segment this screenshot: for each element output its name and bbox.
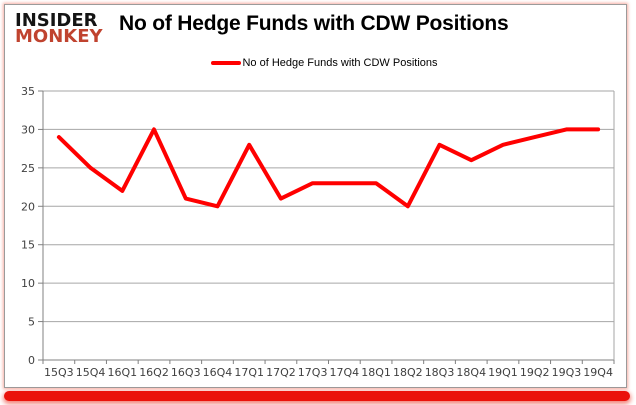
svg-text:19Q3: 19Q3 bbox=[552, 366, 582, 379]
svg-text:19Q2: 19Q2 bbox=[520, 366, 550, 379]
legend-label: No of Hedge Funds with CDW Positions bbox=[242, 57, 438, 69]
svg-text:19Q4: 19Q4 bbox=[583, 366, 613, 379]
svg-text:19Q1: 19Q1 bbox=[488, 366, 518, 379]
svg-text:18Q3: 18Q3 bbox=[425, 366, 455, 379]
svg-text:20: 20 bbox=[21, 200, 35, 213]
svg-text:18Q1: 18Q1 bbox=[361, 366, 391, 379]
insider-monkey-logo: INSIDER MONKEY bbox=[15, 10, 103, 47]
svg-text:25: 25 bbox=[21, 162, 35, 175]
svg-text:17Q1: 17Q1 bbox=[234, 366, 264, 379]
svg-text:35: 35 bbox=[21, 85, 35, 98]
chart-title: No of Hedge Funds with CDW Positions bbox=[119, 12, 509, 35]
logo-monkey-text: MONKEY bbox=[15, 26, 103, 47]
svg-text:15: 15 bbox=[21, 239, 35, 252]
svg-text:10: 10 bbox=[21, 277, 35, 290]
svg-text:17Q2: 17Q2 bbox=[266, 366, 296, 379]
svg-text:17Q3: 17Q3 bbox=[298, 366, 328, 379]
bottom-red-bar bbox=[4, 391, 630, 401]
svg-text:16Q2: 16Q2 bbox=[139, 366, 169, 379]
svg-text:15Q4: 15Q4 bbox=[76, 366, 106, 379]
svg-text:0: 0 bbox=[28, 354, 35, 367]
svg-text:16Q3: 16Q3 bbox=[171, 366, 201, 379]
svg-text:16Q4: 16Q4 bbox=[203, 366, 233, 379]
legend-line-swatch-icon bbox=[211, 61, 242, 65]
logo-insider-text: INSIDER bbox=[15, 10, 98, 31]
svg-text:18Q2: 18Q2 bbox=[393, 366, 423, 379]
svg-text:18Q4: 18Q4 bbox=[456, 366, 486, 379]
chart-card: INSIDER MONKEY No of Hedge Funds with CD… bbox=[4, 4, 627, 388]
svg-text:16Q1: 16Q1 bbox=[107, 366, 137, 379]
svg-text:5: 5 bbox=[28, 316, 35, 329]
svg-text:15Q3: 15Q3 bbox=[44, 366, 74, 379]
svg-text:30: 30 bbox=[21, 123, 35, 136]
svg-text:17Q4: 17Q4 bbox=[330, 366, 360, 379]
chart-legend: No of Hedge Funds with CDW Positions bbox=[5, 56, 626, 70]
